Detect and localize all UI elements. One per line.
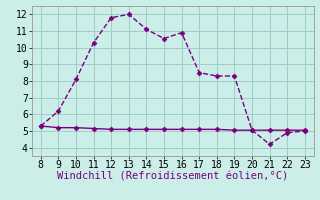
X-axis label: Windchill (Refroidissement éolien,°C): Windchill (Refroidissement éolien,°C)	[57, 172, 288, 182]
